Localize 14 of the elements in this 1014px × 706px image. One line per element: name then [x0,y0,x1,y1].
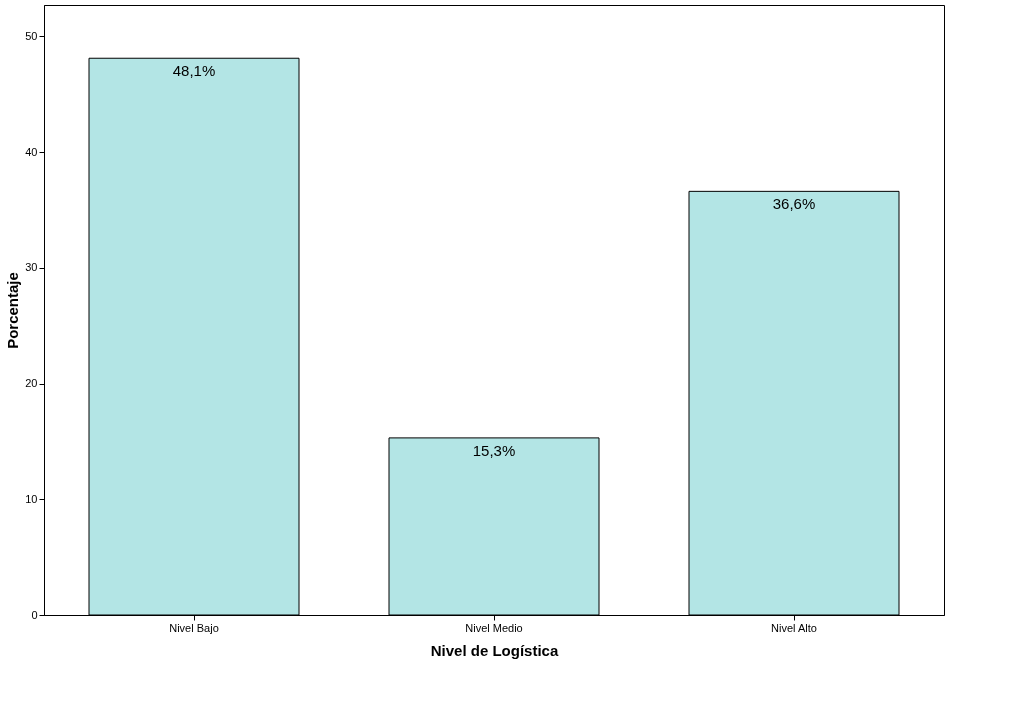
x-tick-label: Nivel Alto [771,621,817,634]
y-tick-label: 40 [25,145,38,158]
x-axis-title: Nivel de Logística [430,641,559,659]
data-label: 15,3% [472,441,516,459]
y-tick-label: 50 [25,29,38,42]
y-tick-label: 20 [25,377,38,389]
data-label: 48,1% [172,62,216,80]
y-tick-label: 0 [31,608,38,621]
x-tick-label: Nivel Medio [465,621,523,634]
y-axis-title: Porcentaje [4,272,22,349]
y-tick-label: 30 [25,261,38,274]
y-tick-label: 10 [25,492,38,505]
x-tick-label: Nivel Bajo [169,621,219,634]
data-label: 36,6% [772,195,816,213]
